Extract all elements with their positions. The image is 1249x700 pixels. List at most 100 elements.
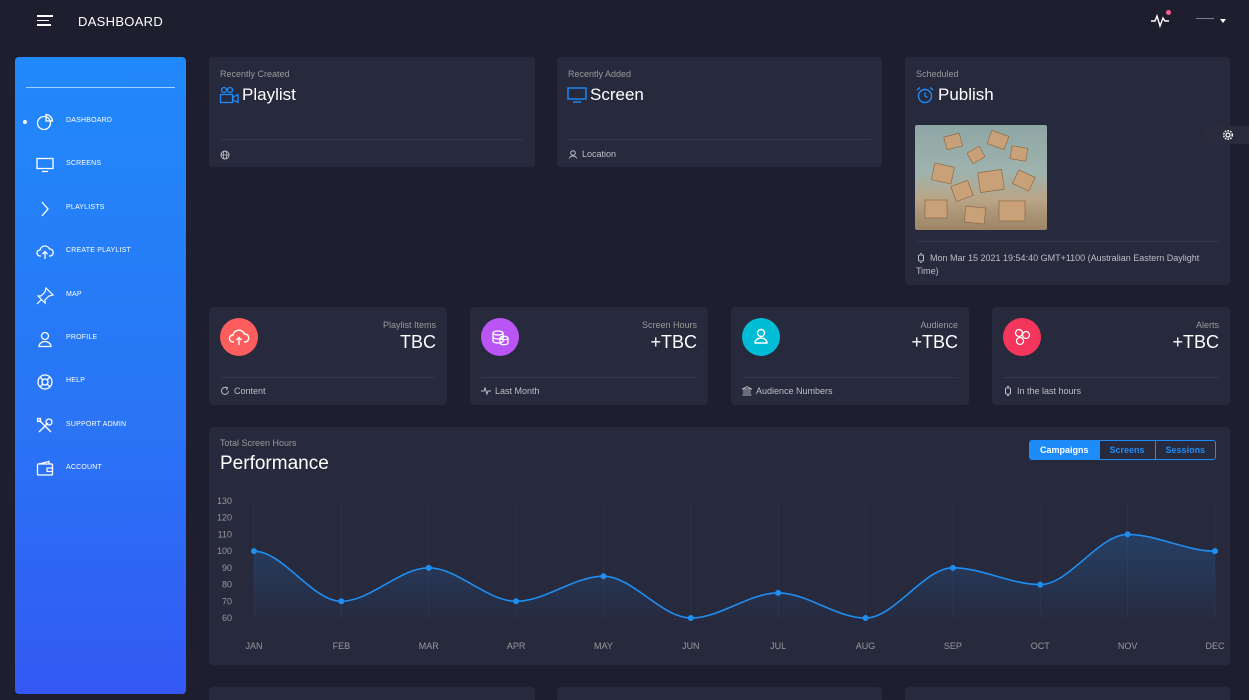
- bank-icon: [742, 386, 752, 396]
- card-title: Screen: [590, 85, 644, 104]
- footer-text: In the last hours: [1017, 386, 1082, 396]
- card-category: Recently Added: [568, 69, 632, 79]
- performance-card: Total Screen Hours Performance Campaigns…: [209, 427, 1230, 665]
- sidebar-item-dashboard[interactable]: DASHBOARD: [15, 107, 186, 137]
- data-point: [862, 615, 869, 621]
- activity-icon: [481, 386, 491, 396]
- stat-icon-circle: [742, 318, 780, 356]
- stat-value: +TBC: [911, 332, 958, 352]
- tab-sessions[interactable]: Sessions: [1165, 445, 1206, 455]
- y-tick-label: 120: [217, 513, 232, 523]
- x-tick-label: DEC: [1205, 641, 1225, 651]
- series-area: [254, 534, 1215, 626]
- sidebar-item-profile[interactable]: PROFILE: [15, 324, 186, 354]
- sidebar-item-label: ACCOUNT: [66, 464, 103, 471]
- card-footer: Location: [568, 149, 616, 159]
- location-icon: [569, 150, 577, 159]
- molecule-icon: [1014, 328, 1031, 346]
- user-icon: [38, 331, 52, 348]
- sidebar-item-playlists[interactable]: PLAYLISTS: [15, 194, 186, 224]
- sidebar-item-help[interactable]: HELP: [15, 367, 186, 397]
- x-tick-label: SEP: [944, 641, 962, 651]
- card-category: Recently Created: [220, 69, 290, 79]
- sidebar-item-map[interactable]: MAP: [15, 281, 186, 311]
- footer-text: Mon Mar 15 2021 19:54:40 GMT+1100 (Austr…: [916, 253, 1200, 276]
- stat-card-screen-hours: Screen Hours +TBC Last Month: [470, 307, 708, 405]
- data-point: [600, 573, 607, 580]
- y-tick-label: 60: [222, 613, 232, 623]
- user-dropdown[interactable]: [1196, 13, 1228, 27]
- page-title: DASHBOARD: [78, 14, 164, 29]
- sidebar-item-label: MAP: [66, 291, 82, 298]
- footer-text: Last Month: [495, 386, 540, 396]
- sidebar-item-account[interactable]: ACCOUNT: [15, 454, 186, 484]
- stat-label: Alerts: [1195, 320, 1219, 330]
- sidebar-item-label: PROFILE: [66, 334, 98, 341]
- x-tick-label: JUN: [682, 641, 700, 651]
- sidebar-item-label: HELP: [66, 377, 86, 384]
- user-icon: [754, 328, 768, 344]
- x-tick-label: MAY: [594, 641, 613, 651]
- stat-footer: In the last hours: [1003, 386, 1081, 396]
- sidebar-item-label: PLAYLISTS: [66, 204, 105, 211]
- sidebar-item-label: CREATE PLAYLIST: [66, 247, 131, 254]
- stat-value: +TBC: [650, 332, 697, 352]
- sidebar-item-label: SUPPORT ADMIN: [66, 421, 127, 428]
- sidebar-item-support-admin[interactable]: SUPPORT ADMIN: [15, 411, 186, 441]
- cloud-upload-icon: [36, 245, 54, 259]
- bottom-card: [905, 687, 1230, 700]
- card-category: Total Screen Hours: [220, 438, 297, 448]
- data-point: [251, 548, 257, 555]
- data-point: [1037, 581, 1044, 588]
- data-point: [949, 564, 956, 571]
- y-tick-label: 80: [222, 580, 232, 590]
- scheduled-card: Scheduled Publish: [905, 57, 1230, 285]
- wallet-icon: [36, 460, 54, 476]
- monitor-icon: [36, 157, 54, 173]
- x-tick-label: AUG: [856, 641, 876, 651]
- tab-screens[interactable]: Screens: [1100, 441, 1156, 459]
- notifications-activity-icon[interactable]: [1151, 10, 1171, 28]
- stat-icon-circle: [220, 318, 258, 356]
- data-point: [338, 598, 345, 605]
- tab-campaigns[interactable]: Campaigns: [1030, 441, 1100, 459]
- boxes-image: [924, 129, 1036, 225]
- stat-icon-circle: [1003, 318, 1041, 356]
- data-point: [1124, 531, 1131, 538]
- watch-icon: [918, 253, 924, 263]
- cloud-upload-icon: [228, 329, 250, 345]
- monitor-icon: [567, 87, 587, 103]
- sidebar-item-screens[interactable]: SCREENS: [15, 150, 186, 180]
- y-tick-label: 130: [217, 496, 232, 506]
- menu-toggle-button[interactable]: [37, 15, 53, 29]
- watch-icon: [1005, 386, 1011, 396]
- settings-toggle[interactable]: [1205, 126, 1249, 144]
- stat-card-playlist-items: Playlist Items TBC Content: [209, 307, 447, 405]
- series-line: [253, 533, 1216, 619]
- x-tick-label: APR: [507, 641, 526, 651]
- sidebar-item-create-playlist[interactable]: CREATE PLAYLIST: [15, 237, 186, 267]
- bottom-card: [557, 687, 882, 700]
- footer-text: Location: [582, 149, 617, 159]
- x-tick-label: OCT: [1031, 641, 1051, 651]
- x-tick-label: JAN: [245, 641, 262, 651]
- scheduled-thumbnail[interactable]: [915, 125, 1047, 230]
- stat-value: +TBC: [1172, 332, 1219, 352]
- alarm-clock-icon: [916, 86, 934, 104]
- pin-icon: [36, 287, 54, 305]
- top-navbar: DASHBOARD: [0, 0, 1249, 44]
- x-tick-label: NOV: [1118, 641, 1138, 651]
- performance-line-chart: 60 70 80 90 100 110 120 130 JAN FEB MAR APR MAY JUN JU…: [217, 496, 1225, 651]
- data-point: [687, 615, 694, 621]
- stat-label: Screen Hours: [641, 320, 697, 330]
- coins-icon: [492, 330, 509, 346]
- stat-value: TBC: [400, 332, 436, 352]
- pie-chart-icon: [36, 113, 54, 131]
- footer-text: Audience Numbers: [756, 386, 833, 396]
- stat-card-audience: Audience +TBC Audience Numbers: [731, 307, 969, 405]
- sidebar-item-label: SCREENS: [66, 160, 102, 167]
- notification-dot: [1166, 10, 1171, 15]
- refresh-icon: [221, 386, 229, 395]
- data-point: [513, 598, 520, 605]
- x-tick-label: MAR: [419, 641, 440, 651]
